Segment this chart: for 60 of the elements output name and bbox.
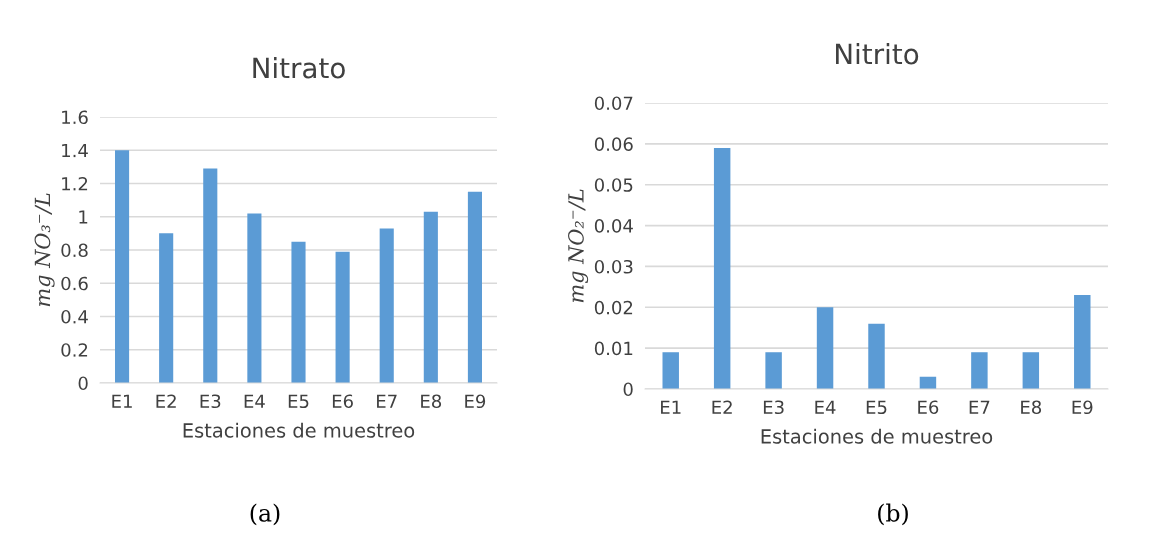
x-tick-label: E6 [332, 394, 353, 409]
y-tick-label: 1.4 [62, 143, 88, 158]
y-tick-label: 0.07 [594, 96, 633, 111]
bar [816, 307, 834, 389]
text: (a) [250, 503, 280, 526]
y-tick-label: 0.01 [594, 341, 633, 356]
y-axis-title: mg NO₃⁻/L [34, 193, 55, 307]
x-tick-label: E5 [288, 394, 309, 409]
bar [868, 323, 885, 389]
chart-title: Nitrito [836, 43, 919, 65]
y-tick-label: 1.2 [62, 176, 88, 191]
x-tick-label: E7 [969, 400, 990, 414]
y-tick-label: 0.03 [594, 259, 633, 274]
y-tick-label: 0.4 [61, 309, 88, 324]
x-tick-label: E4 [815, 400, 836, 414]
y-tick-label: 0 [78, 376, 88, 391]
y-tick-label: 0.05 [594, 178, 633, 192]
x-axis-title: Estaciones de muestreo [761, 428, 993, 444]
x-tick-label: E4 [244, 394, 265, 408]
bar [971, 352, 988, 389]
y-tick-label: 1.6 [62, 110, 88, 125]
bar [662, 352, 679, 389]
bar [335, 251, 350, 383]
x-tick-label: E5 [866, 400, 887, 415]
y-tick-label: 1 [79, 210, 88, 224]
y-tick-label: 0.04 [594, 219, 633, 233]
x-tick-label: E1 [112, 394, 132, 408]
bar [765, 352, 782, 389]
bar [379, 228, 394, 383]
x-tick-label: E1 [661, 400, 681, 414]
x-tick-label: E3 [763, 400, 784, 415]
bar [423, 211, 438, 383]
x-tick-label: E9 [1072, 400, 1093, 415]
text: (b) [878, 503, 908, 526]
bar [115, 150, 130, 383]
x-tick-label: E2 [156, 394, 176, 408]
y-tick-label: 0.06 [594, 137, 633, 151]
x-tick-label: E9 [465, 394, 486, 409]
bar [291, 241, 306, 383]
bar [203, 168, 218, 383]
bar [1074, 295, 1091, 389]
x-tick-label: E3 [200, 394, 221, 409]
y-tick-label: 0 [623, 382, 633, 397]
x-tick-label: E6 [918, 400, 939, 415]
chart-title: Nitrato [253, 57, 345, 79]
y-tick-label: 0.2 [61, 343, 88, 357]
x-tick-label: E8 [421, 394, 442, 409]
x-axis-title: Estaciones de muestreo [183, 422, 415, 438]
y-tick-label: 0.8 [61, 243, 88, 258]
x-tick-label: E2 [712, 400, 732, 414]
y-tick-label: 0.6 [61, 276, 88, 291]
bar [1022, 352, 1040, 389]
y-axis-title: mg NO₂⁻/L [568, 189, 589, 303]
bar [467, 191, 482, 383]
bar [713, 147, 731, 389]
y-tick-label: 0.02 [594, 300, 633, 315]
bar [247, 213, 262, 383]
bar [159, 233, 174, 383]
x-tick-label: E8 [1021, 400, 1042, 415]
x-tick-label: E7 [377, 394, 397, 408]
